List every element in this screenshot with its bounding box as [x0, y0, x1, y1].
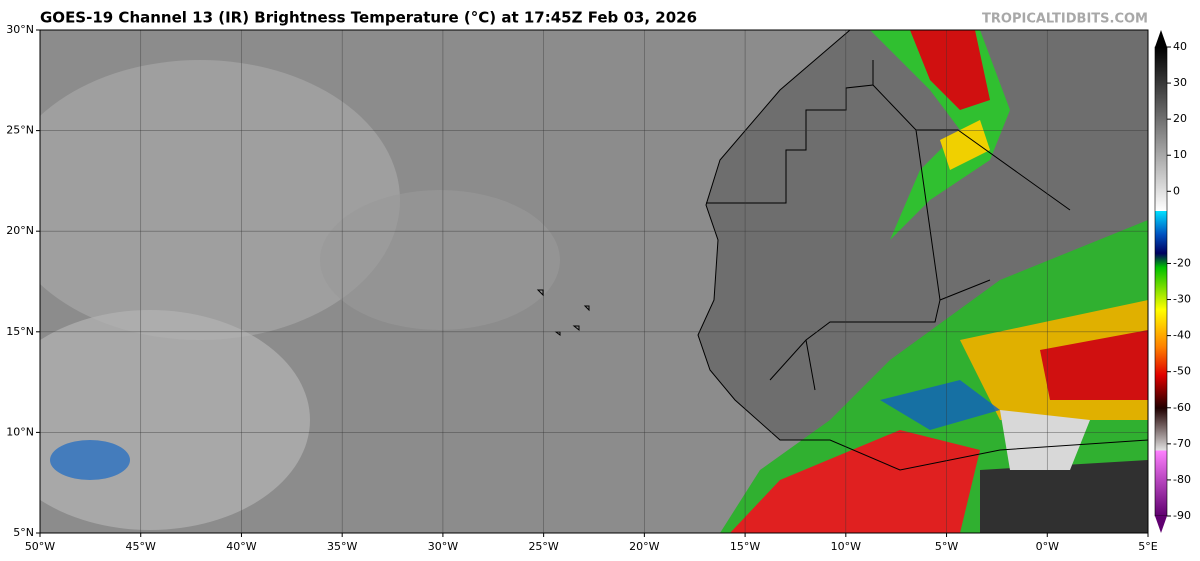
colorbar-arrow [1155, 30, 1167, 47]
colorbar [1154, 46, 1168, 517]
colorbar-label: -40 [1173, 329, 1191, 342]
lon-label: 20°W [629, 540, 659, 553]
lon-label: 35°W [327, 540, 357, 553]
lon-label: 5°W [935, 540, 958, 553]
lon-label: 40°W [226, 540, 256, 553]
colorbar-label: 10 [1173, 148, 1187, 161]
lon-label: 30°W [428, 540, 458, 553]
title: GOES-19 Channel 13 (IR) Brightness Tempe… [40, 9, 697, 27]
map-frame [39, 29, 1149, 534]
colorbar-label: -60 [1173, 401, 1191, 414]
colorbar-label: 40 [1173, 40, 1187, 53]
colorbar-label: 0 [1173, 184, 1180, 197]
colorbar-label: -90 [1173, 509, 1191, 522]
lat-label: 15°N [6, 325, 34, 338]
colorbar-label: 30 [1173, 76, 1187, 89]
satellite-image [40, 30, 1148, 533]
lon-label: 0°W [1036, 540, 1059, 553]
lon-label: 25°W [528, 540, 558, 553]
colorbar-label: -50 [1173, 365, 1191, 378]
colorbar-label: -70 [1173, 437, 1191, 450]
lon-label: 15°W [730, 540, 760, 553]
lat-label: 25°N [6, 124, 34, 137]
lat-label: 20°N [6, 224, 34, 237]
colorbar-label: -80 [1173, 473, 1191, 486]
watermark: TROPICALTIDBITS.COM [982, 12, 1148, 27]
lat-label: 10°N [6, 425, 34, 438]
lat-label: 5°N [13, 526, 34, 539]
colorbar-label: -30 [1173, 293, 1191, 306]
lon-label: 10°W [831, 540, 861, 553]
lon-label: 45°W [126, 540, 156, 553]
lon-label: 50°W [25, 540, 55, 553]
colorbar-arrow [1155, 516, 1167, 533]
colorbar-label: 20 [1173, 112, 1187, 125]
lon-label: 5°E [1138, 540, 1157, 553]
colorbar-label: -20 [1173, 256, 1191, 269]
lat-label: 30°N [6, 23, 34, 36]
